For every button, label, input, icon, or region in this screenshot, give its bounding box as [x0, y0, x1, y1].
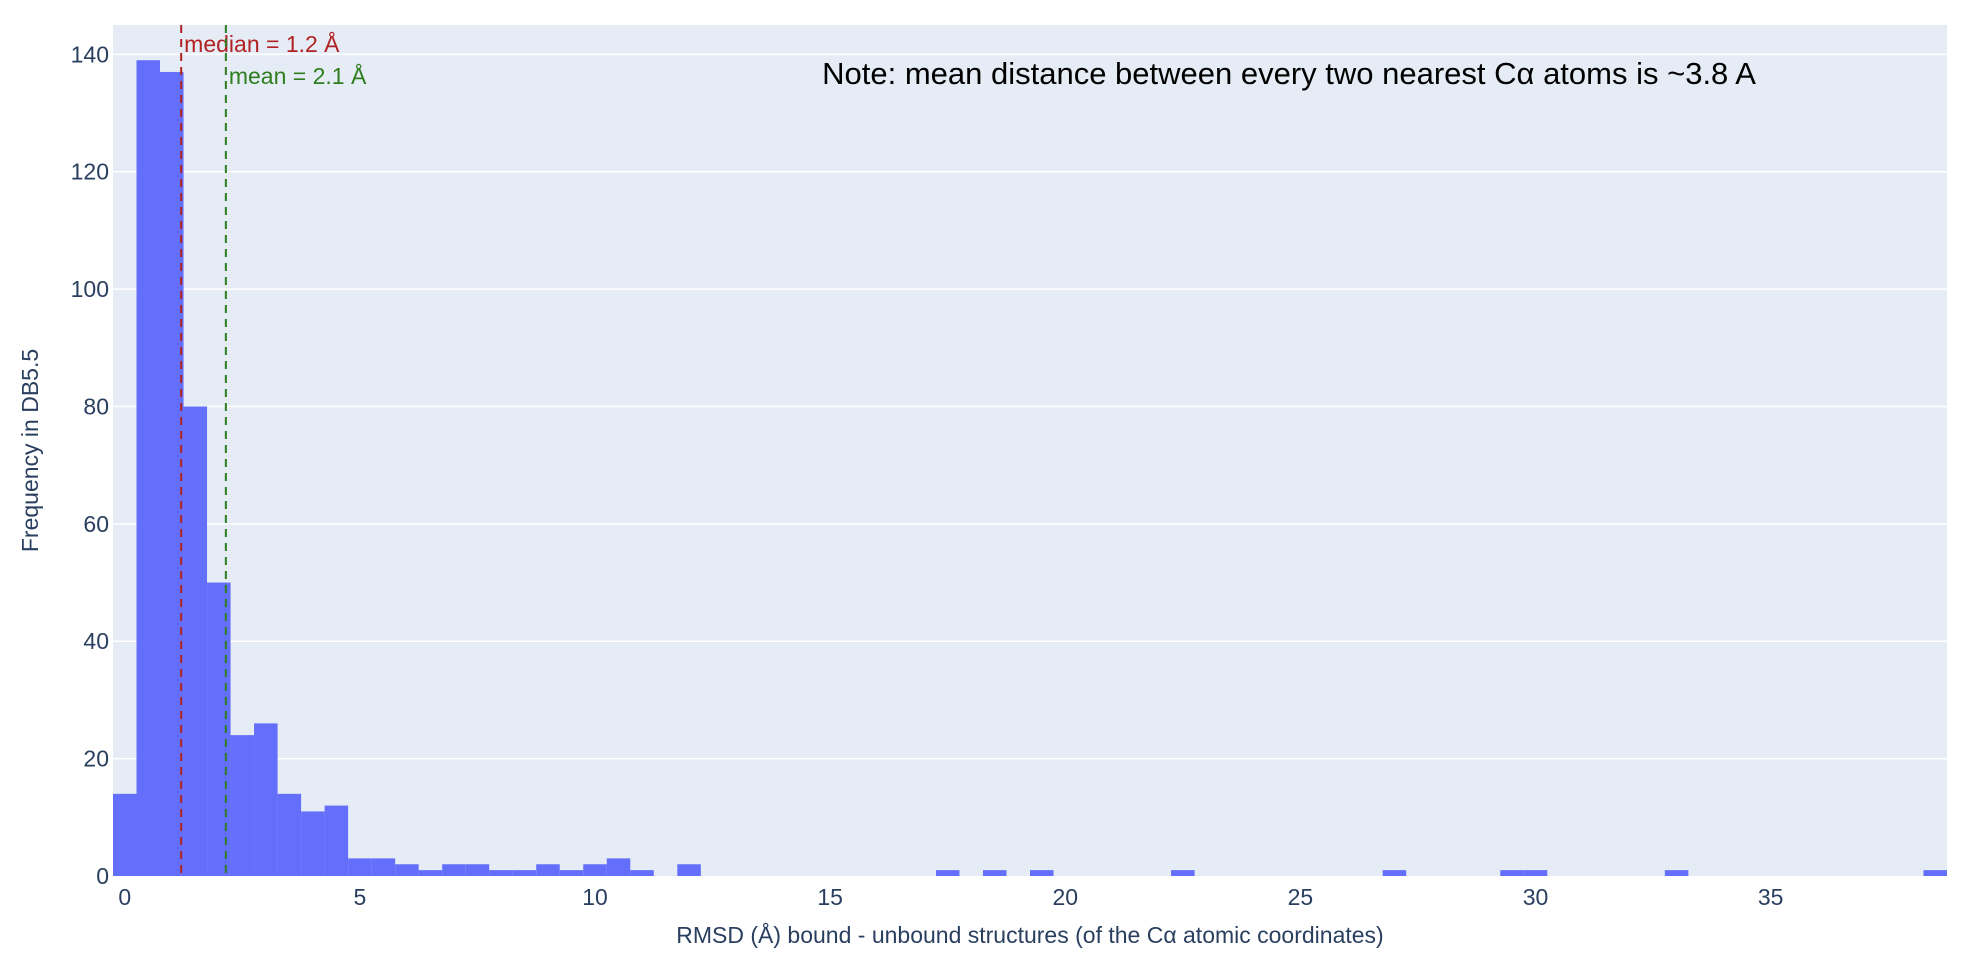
histogram-bar — [559, 870, 584, 876]
y-gridlines — [113, 53, 1947, 760]
x-tick-label: 20 — [1052, 884, 1078, 910]
histogram-bar — [606, 858, 631, 876]
histogram-bar — [371, 858, 396, 876]
y-axis-ticks: 0 20 40 60 80 100 120 140 — [71, 41, 109, 889]
y-tick-label: 100 — [71, 276, 109, 302]
histogram-bar — [395, 864, 419, 876]
histogram-bar — [1664, 870, 1689, 876]
histogram-bar — [465, 864, 490, 876]
histogram-bar — [677, 864, 701, 876]
reference-line-label: median = 1.2 Å — [184, 30, 340, 57]
x-tick-label: 0 — [118, 884, 131, 910]
x-axis-ticks: 0 5 10 15 20 25 30 35 — [118, 884, 1783, 910]
x-tick-label: 30 — [1523, 884, 1549, 910]
histogram-bar — [136, 60, 161, 876]
y-tick-label: 0 — [96, 863, 109, 889]
histogram-bar — [536, 864, 560, 876]
histogram-bar — [935, 870, 960, 876]
histogram-bar — [207, 582, 231, 876]
histogram-bar — [583, 864, 607, 876]
y-tick-label: 20 — [83, 746, 109, 772]
y-axis-title: Frequency in DB5.5 — [17, 349, 43, 552]
x-axis-title: RMSD (Å) bound - unbound structures (of … — [676, 921, 1383, 948]
histogram-bar — [442, 864, 466, 876]
histogram-bar — [348, 858, 372, 876]
histogram-bar — [489, 870, 513, 876]
x-tick-label: 10 — [582, 884, 608, 910]
y-tick-label: 80 — [83, 393, 109, 419]
histogram-bar — [1030, 870, 1054, 876]
histogram-bar — [160, 71, 184, 876]
reference-line-label: mean = 2.1 Å — [229, 62, 367, 89]
histogram-bar — [418, 870, 443, 876]
histogram-bar — [230, 735, 255, 876]
y-tick-label: 120 — [71, 159, 109, 185]
histogram-bar — [254, 723, 278, 876]
x-tick-label: 25 — [1288, 884, 1314, 910]
histogram-bar — [1923, 870, 1947, 876]
histogram-bar — [1171, 870, 1195, 876]
y-tick-label: 60 — [83, 511, 109, 537]
histogram-bars — [113, 60, 1947, 876]
plot-background — [113, 25, 1947, 876]
y-tick-label: 40 — [83, 628, 109, 654]
histogram-bar — [1382, 870, 1407, 876]
histogram-bar — [301, 811, 325, 876]
histogram-bar — [183, 406, 208, 876]
histogram-bar — [1523, 870, 1548, 876]
histogram-bar — [277, 793, 302, 876]
histogram-bar — [982, 870, 1007, 876]
y-tick-label: 140 — [71, 41, 109, 67]
histogram-bar — [630, 870, 654, 876]
histogram-bar — [1500, 870, 1524, 876]
histogram-bar — [324, 805, 349, 876]
chart-annotation: Note: mean distance between every two ne… — [822, 56, 1756, 91]
x-tick-label: 35 — [1758, 884, 1784, 910]
x-tick-label: 15 — [817, 884, 843, 910]
histogram-bar — [113, 793, 137, 876]
histogram-bar — [512, 870, 537, 876]
reference-lines: median = 1.2 Å mean = 2.1 Å — [180, 25, 367, 876]
x-tick-label: 5 — [353, 884, 366, 910]
